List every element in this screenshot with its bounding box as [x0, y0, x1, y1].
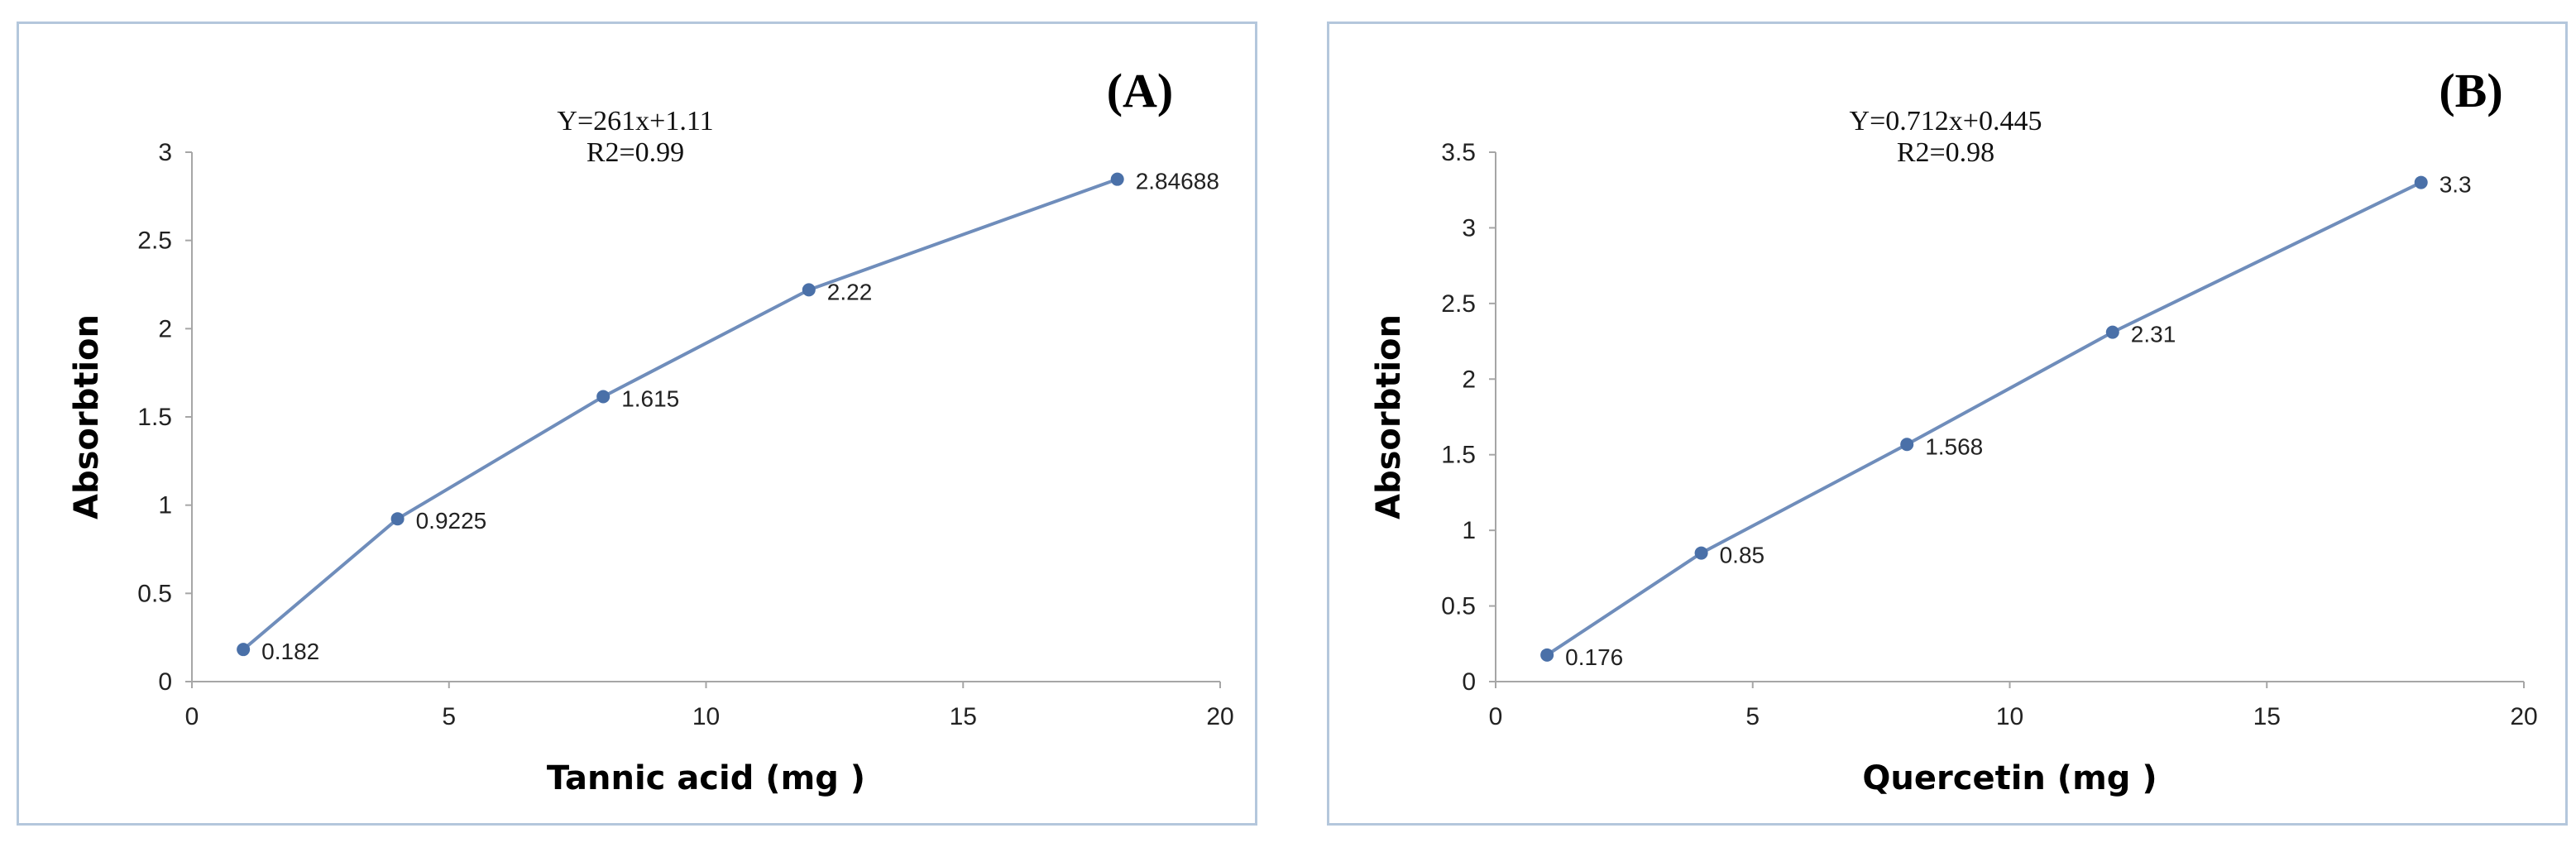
chart-a-plot: 0 0.5 1 1.5 2 2.5 3 0 5 10 15 20 0.182 0.9225 1.615 2.2… [68, 64, 1234, 797]
data-label: 0.182 [261, 639, 319, 664]
data-point [1540, 648, 1554, 662]
data-label: 0.176 [1565, 644, 1623, 670]
y-tick-label: 2 [1462, 366, 1476, 393]
y-tick-label: 3.5 [1441, 139, 1476, 166]
data-label: 2.84688 [1136, 169, 1219, 194]
data-point [802, 283, 816, 297]
x-tick-label: 10 [692, 703, 720, 730]
y-tick-label: 2.5 [1441, 290, 1476, 318]
chart-panel-a: 0 0.5 1 1.5 2 2.5 3 0 5 10 15 20 0.182 0.9225 1.615 2.2… [17, 22, 1257, 826]
x-tick-label: 5 [1745, 703, 1760, 730]
x-tick-label: 15 [2253, 703, 2281, 730]
data-label: 2.31 [2131, 322, 2176, 347]
data-label: 1.615 [621, 385, 679, 411]
data-label: 1.568 [1925, 433, 1983, 459]
data-point [2414, 175, 2428, 189]
y-tick-label: 1 [1462, 517, 1476, 544]
y-axis-title: Absorbtion [1370, 314, 1408, 519]
y-tick-label: 1 [158, 492, 172, 519]
data-point [2105, 325, 2119, 339]
data-point [596, 390, 610, 404]
y-tick-label: 3 [158, 139, 172, 166]
x-tick-label: 0 [185, 703, 199, 730]
y-tick-label: 1.5 [1441, 442, 1476, 469]
regression-equation: Y=261x+1.11 [557, 106, 713, 136]
r-squared-label: R2=0.98 [1897, 137, 1994, 168]
panel-tag: (B) [2439, 64, 2502, 117]
series-line [242, 177, 1118, 651]
data-point [1110, 172, 1124, 186]
data-point [1900, 438, 1914, 452]
chart-b-plot: 0 0.5 1 1.5 2 2.5 3 3.5 0 5 10 15 20 0.176 0.85 1.568 2.… [1370, 64, 2538, 797]
y-tick-label: 1.5 [137, 404, 172, 431]
y-tick-label: 2 [158, 315, 172, 342]
data-point [1694, 546, 1708, 560]
x-axis-title: Tannic acid (mg ) [547, 759, 865, 797]
y-tick-label: 2.5 [137, 227, 172, 255]
x-axis-title: Quercetin (mg ) [1862, 759, 2157, 797]
y-tick-label: 0 [1462, 668, 1476, 696]
data-label: 3.3 [2440, 172, 2472, 198]
y-tick-label: 0.5 [137, 580, 172, 607]
data-label: 2.22 [827, 279, 873, 304]
panel-tag: (A) [1107, 64, 1174, 117]
r-squared-label: R2=0.99 [587, 137, 684, 168]
x-tick-label: 5 [442, 703, 456, 730]
x-tick-label: 10 [1996, 703, 2023, 730]
x-tick-label: 15 [950, 703, 977, 730]
regression-equation: Y=0.712x+0.445 [1850, 106, 2042, 136]
data-point [390, 512, 405, 526]
x-tick-label: 20 [2510, 703, 2537, 730]
y-tick-label: 3 [1462, 214, 1476, 242]
x-tick-label: 0 [1489, 703, 1503, 730]
y-axis-title: Absorbtion [68, 314, 106, 519]
data-label: 0.9225 [416, 508, 487, 534]
data-label: 0.85 [1720, 543, 1765, 568]
y-tick-label: 0.5 [1441, 593, 1476, 620]
x-tick-label: 20 [1206, 703, 1233, 730]
data-point [237, 643, 251, 657]
y-tick-label: 0 [158, 668, 172, 696]
series-line [1546, 180, 2422, 657]
chart-panel-b: 0 0.5 1 1.5 2 2.5 3 3.5 0 5 10 15 20 0.176 0.85 1.568 2.… [1327, 22, 2568, 826]
